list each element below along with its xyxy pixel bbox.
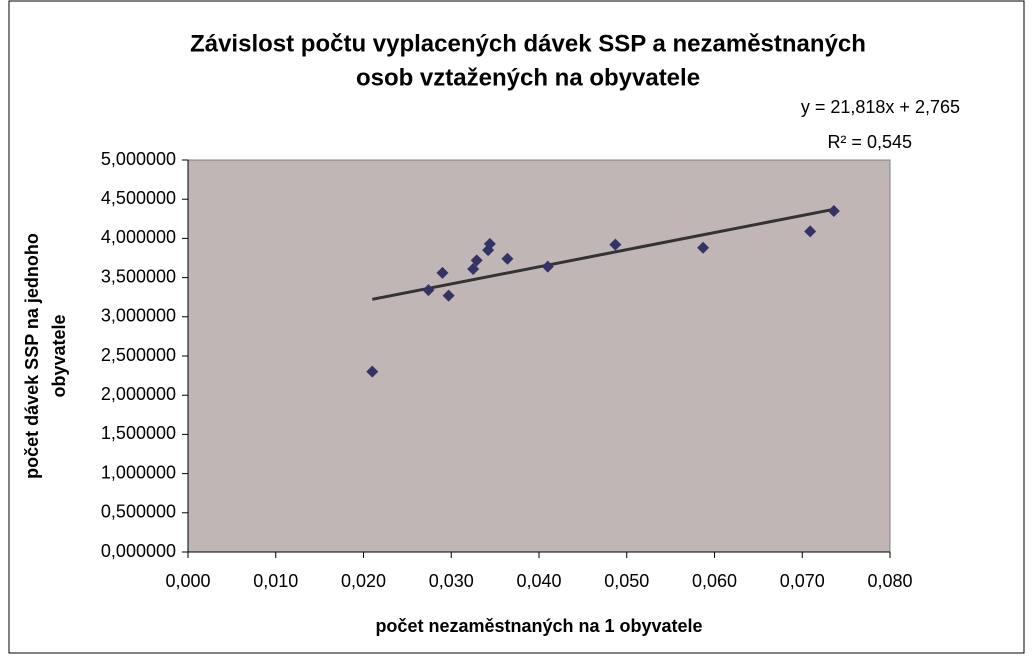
point [467,262,480,275]
x-tick-label: 0,050 [604,571,649,591]
y-tick-label: 2,500000 [101,345,176,365]
point [697,241,710,254]
x-tick-label: 0,060 [692,571,737,591]
y-tick-label: 3,500000 [101,266,176,286]
x-axis-label: počet nezaměstnaných na 1 obyvatele [375,616,702,636]
x-tick-label: 0,010 [253,571,298,591]
x-tick-label: 0,030 [429,571,474,591]
x-tick-label: 0,040 [516,571,561,591]
point [470,254,483,267]
y-tick-label: 5,000000 [101,149,176,169]
point [366,365,379,378]
y-tick-label: 3,000000 [101,306,176,326]
y-tick-label: 1,000000 [101,462,176,482]
y-tick-label: 4,500000 [101,188,176,208]
trend-r2: R² = 0,545 [827,132,912,152]
chart-title: osob vztažených na obyvatele [356,64,700,91]
point [483,237,496,250]
plot-area [187,159,891,553]
y-tick-label: 0,000000 [101,541,176,561]
chart-title: Závislost počtu vyplacených dávek SSP a … [190,30,866,57]
point [442,289,455,302]
point [609,238,622,251]
y-axis-label: počet dávek SSP na jednoho [22,233,42,479]
trend-equation: y = 21,818x + 2,765 [801,97,960,117]
x-tick-label: 0,000 [165,571,210,591]
y-tick-label: 4,000000 [101,227,176,247]
x-tick-label: 0,020 [341,571,386,591]
point [541,260,554,273]
trendline [371,207,835,301]
point [804,225,817,238]
y-tick-label: 2,000000 [101,384,176,404]
point [436,266,449,279]
x-tick-label: 0,080 [867,571,912,591]
point [422,284,435,297]
point [501,252,514,265]
y-tick-label: 1,500000 [101,423,176,443]
point [827,204,840,217]
y-tick-label: 0,500000 [101,502,176,522]
x-tick-label: 0,070 [780,571,825,591]
y-axis-label: obyvatele [49,314,69,397]
